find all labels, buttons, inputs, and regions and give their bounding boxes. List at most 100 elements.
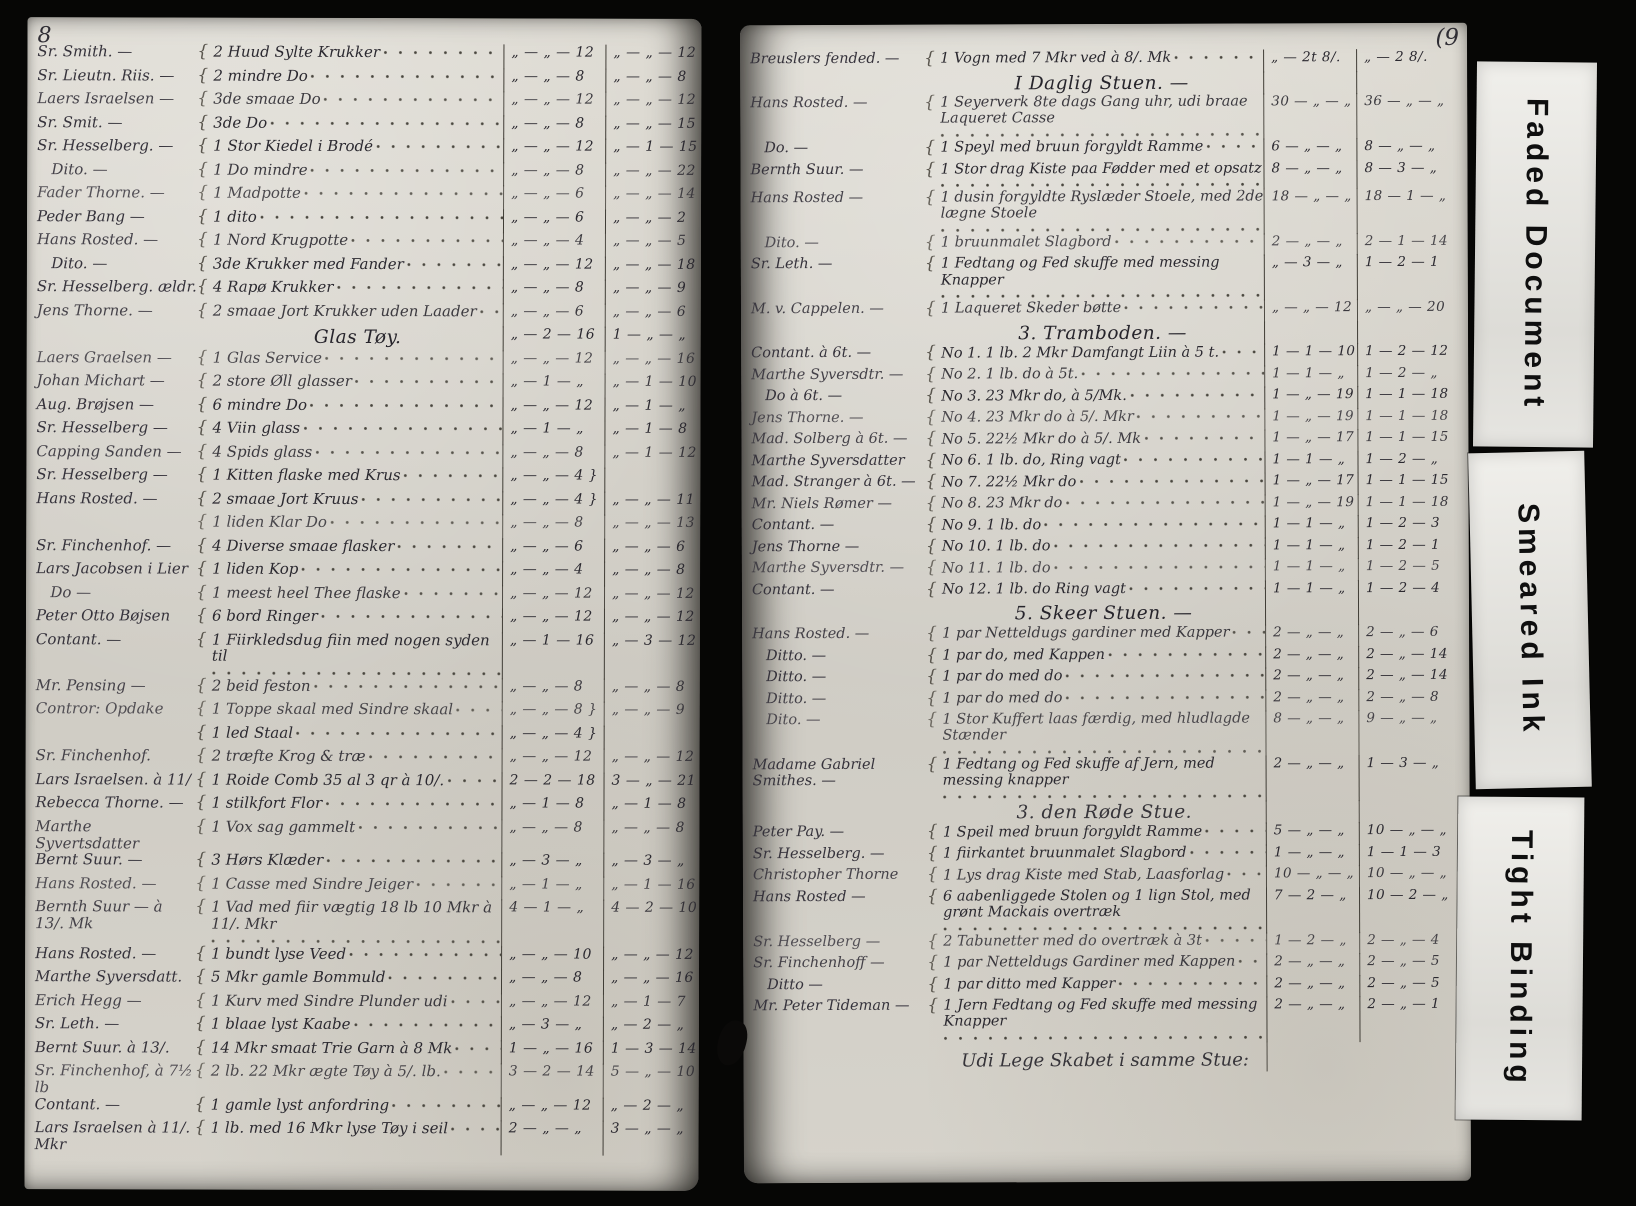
entry-name: Peter Otto Bøjsen xyxy=(35,606,171,625)
entry-name: Laers Graelsen — xyxy=(36,347,172,366)
entry-value-appraisal: „ — „ — 8 xyxy=(501,819,604,855)
ledger-row: Erich Hegg — 1 Kurv med Sindre Plunder ud… xyxy=(25,991,699,1019)
entry-description-text: 1 Fiirkledsdug fiin med nogen syden til xyxy=(211,630,490,665)
entry-value-sale: 10 — „ — „ xyxy=(1358,865,1470,888)
entry-description: 1 Vad med fiir vægtig 18 lb 10 Mkr à 11/… xyxy=(209,898,502,947)
entry-description: 2 store Øll glasser xyxy=(211,372,503,391)
dotted-leader xyxy=(1204,932,1267,945)
row-bracket xyxy=(196,771,210,788)
entry-description: 14 Mkr smaat Trie Garn à 8 Mk xyxy=(209,1038,501,1057)
entry-name: Hans Rosted. — xyxy=(35,943,157,963)
dotted-leader xyxy=(443,1063,501,1077)
entry-description: 3 Hørs Klæder xyxy=(209,851,502,870)
entry-value-appraisal: „ — „ — 4 xyxy=(502,232,605,258)
entry-description-text: No 6. 1 lb. do, Ring vagt xyxy=(941,452,1121,469)
row-bracket xyxy=(196,490,210,507)
entry-description: 1 Nord Krugpotte xyxy=(211,231,503,250)
condition-tag-label: Tight Binding xyxy=(1502,829,1539,1088)
entry-value-sale: „ — „ — 15 xyxy=(605,115,702,140)
closing-note-row: Udi Lege Skabet i samme Stue: xyxy=(744,1041,1471,1073)
entry-description-text: No 1. 1 lb. 2 Mkr Damfangt Liin à 5 t. xyxy=(941,344,1220,362)
entry-name: Do à 6t. — xyxy=(751,388,843,405)
entry-value-appraisal: 2 — „ — „ xyxy=(1266,996,1360,1043)
entry-value-sale: „ — 1 — 10 xyxy=(604,373,701,399)
row-bracket xyxy=(195,795,209,812)
row-bracket xyxy=(196,396,210,413)
dotted-leader xyxy=(313,677,502,692)
row-bracket xyxy=(196,420,210,437)
entry-value-sale: „ — 3 — 12 xyxy=(603,632,700,680)
entry-value-appraisal: 1 — „ — 16 xyxy=(500,1040,603,1065)
entry-value-appraisal: 1 — 2 — „ xyxy=(1266,931,1360,955)
ledger-row: Sr. Finchenhof, à 7½ lb 2 lb. 22 Mkr ægte… xyxy=(25,1061,699,1099)
entry-value-sale xyxy=(1356,70,1468,95)
dotted-leader xyxy=(1044,515,1265,529)
row-bracket xyxy=(926,669,940,686)
entry-name: Sr. Lieutn. Riis. — xyxy=(37,65,175,85)
entry-description-text: 1 liden Kop xyxy=(212,559,299,578)
entry-value-sale xyxy=(1360,1041,1471,1072)
entry-value-sale: 36 — „ — „ xyxy=(1356,92,1468,140)
entry-name: Jens Thorne. — xyxy=(751,409,864,427)
entry-value-appraisal xyxy=(1263,70,1357,95)
entry-description-text: 6 aabenliggede Stolen og 1 lign Stol, me… xyxy=(942,887,1251,921)
entry-value-sale: „ — „ — 11 xyxy=(604,491,701,516)
entry-value-appraisal: „ — „ — 8 xyxy=(503,67,606,93)
entry-value-appraisal: „ — „ — 12 xyxy=(502,255,605,281)
entry-name: Sr. Hesselberg. ældr. xyxy=(36,277,197,296)
entry-description: 1 Speil med bruun forgyldt Ramme xyxy=(941,822,1266,841)
entry-description: 1 Fiirkledsdug fiin med nogen syden til xyxy=(210,630,502,679)
entry-value-sale: 5 — „ — 10 xyxy=(602,1063,699,1099)
dotted-leader xyxy=(403,467,503,481)
dotted-leader xyxy=(1081,365,1265,379)
ledger-row: Hans Rosted. — 1 Nord Krugpotte „ — „ — 4„… xyxy=(27,230,701,258)
left-page: 8 Sr. Smith. —2 Huud Sylte Krukker„ — „ … xyxy=(24,17,702,1191)
ledger-row: Contant. — 1 Fiirkledsdug fiin med nogen … xyxy=(26,630,700,680)
entry-value-sale: „ — „ — 8 xyxy=(603,819,700,855)
entry-value-sale: 1 — 2 — 5 xyxy=(1357,558,1469,581)
entry-name: Marthe Syversdtr. — xyxy=(751,366,904,384)
row-bracket xyxy=(927,888,941,905)
entry-value-sale: 1 — 2 — 4 xyxy=(1357,579,1469,603)
entry-name: Sr. Hesselberg. — xyxy=(37,136,174,155)
ledger-row: Hans Rosted. — 1 Casse med Sindre Jeiger „… xyxy=(25,874,700,902)
dotted-leader xyxy=(1189,844,1266,857)
entry-description-text: 1 Stor Kiedel i Brodé xyxy=(213,136,374,156)
entry-value-sale: „ — „ — 8 xyxy=(603,678,700,704)
row-bracket xyxy=(924,161,938,178)
ledger-row: Laers Graelsen — 1 Glas Service „ — „ — 12… xyxy=(27,347,701,375)
entry-description-text: No 12. 1 lb. do Ring vagt xyxy=(941,581,1127,598)
entry-value-appraisal: „ — 1 — 16 xyxy=(501,631,604,680)
entry-value-sale xyxy=(603,725,700,751)
ledger-row: Peder Bang — 1 dito „ — „ — 6„ — „ — 2 xyxy=(27,207,702,234)
entry-value-sale: „ — 2 8/. xyxy=(1356,48,1468,72)
dotted-leader xyxy=(211,932,502,947)
entry-value-appraisal xyxy=(1264,601,1359,626)
entry-value-sale: 1 — 2 — 12 xyxy=(1357,343,1469,366)
entry-description-text: 1 Laqueret Skeder bøtte xyxy=(940,300,1122,317)
entry-description: 2 Huud Sylte Krukker xyxy=(211,43,504,62)
entry-name: Hans Rosted. — xyxy=(35,874,157,893)
ledger-row: Madame Gabriel Smithes. — 1 Fedtang og Fe… xyxy=(743,754,1470,802)
entry-description-text: 2 mindre Do xyxy=(213,66,308,85)
section-heading-row: 3. Tramboden. — xyxy=(741,320,1469,345)
dotted-leader xyxy=(1107,645,1266,659)
entry-name: Sr. Leth. — xyxy=(750,256,833,273)
ledger-row: Dito. — 1 bruunmalet Slagbord 2 — „ — „2 —… xyxy=(741,232,1468,257)
dotted-leader xyxy=(940,176,1264,190)
entry-description: 1 par Netteldugs Gardiner med Kappen xyxy=(941,953,1267,972)
ledger-row: Bernt Suur. à 13/. 14 Mkr smaat Trie Garn… xyxy=(25,1038,699,1066)
ledger-row: Ditto. — 1 par do med do 2 — „ — „2 — „ — … xyxy=(742,688,1470,712)
dotted-leader xyxy=(392,1097,501,1111)
entry-description-text: 1 led Staal xyxy=(211,723,294,742)
entry-description-text: 2 lb. 22 Mkr ægte Tøy à 5/. lb. xyxy=(210,1061,441,1081)
row-bracket xyxy=(926,712,940,729)
entry-description: No 7. 22½ Mkr do xyxy=(940,472,1265,491)
entry-value-sale: „ — „ — 16 xyxy=(604,350,701,375)
ledger-row: Contant. à 6t. — No 1. 1 lb. 2 Mkr Damfan… xyxy=(741,343,1469,367)
entry-name: Johan Michart — xyxy=(36,371,165,390)
ledger-row: Jens Thorne — No 10. 1 lb. do 1 — 1 — „1 —… xyxy=(742,536,1469,561)
entry-description: 1 Laqueret Skeder bøtte xyxy=(939,299,1264,318)
row-bracket xyxy=(196,724,210,741)
row-bracket xyxy=(197,349,211,366)
